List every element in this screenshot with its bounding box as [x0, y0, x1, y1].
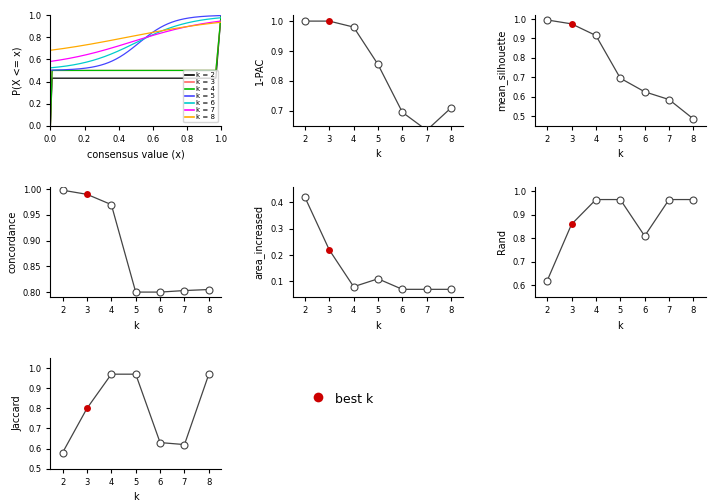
- k = 4: [182, 68, 191, 74]
- k = 2: [46, 123, 55, 129]
- Y-axis label: Rand: Rand: [497, 229, 507, 255]
- k = 6: [179, 21, 188, 27]
- X-axis label: k: k: [618, 149, 623, 159]
- k = 2: [115, 75, 124, 81]
- k = 6: [121, 45, 130, 51]
- k = 3: [46, 123, 55, 129]
- k = 5: [63, 67, 72, 73]
- k = 4: [121, 68, 130, 74]
- k = 3: [63, 68, 72, 74]
- k = 3: [115, 68, 124, 74]
- k = 4: [46, 123, 55, 129]
- k = 4: [217, 12, 225, 18]
- k = 2: [63, 75, 72, 81]
- Legend: k = 2, k = 3, k = 4, k = 5, k = 6, k = 7, k = 8: k = 2, k = 3, k = 4, k = 5, k = 6, k = 7…: [184, 70, 217, 122]
- k = 4: [115, 68, 124, 74]
- k = 5: [121, 50, 130, 56]
- Line: k = 6: k = 6: [50, 18, 221, 68]
- X-axis label: k: k: [133, 492, 138, 502]
- k = 8: [63, 45, 72, 51]
- k = 3: [182, 68, 191, 74]
- k = 7: [115, 43, 124, 49]
- Line: k = 8: k = 8: [50, 22, 221, 50]
- k = 6: [182, 20, 191, 26]
- k = 3: [217, 12, 225, 18]
- k = 8: [115, 36, 124, 42]
- X-axis label: k: k: [375, 149, 381, 159]
- k = 5: [163, 21, 172, 27]
- k = 6: [163, 26, 172, 32]
- X-axis label: k: k: [375, 321, 381, 331]
- X-axis label: consensus value (x): consensus value (x): [87, 149, 184, 159]
- k = 8: [163, 27, 172, 33]
- Y-axis label: Jaccard: Jaccard: [12, 396, 22, 431]
- k = 7: [46, 58, 55, 65]
- k = 3: [163, 68, 172, 74]
- Y-axis label: concordance: concordance: [7, 211, 17, 273]
- Y-axis label: P(X <= x): P(X <= x): [12, 46, 22, 95]
- k = 8: [217, 19, 225, 25]
- k = 3: [179, 68, 188, 74]
- Y-axis label: 1-PAC: 1-PAC: [255, 56, 265, 85]
- Line: k = 3: k = 3: [50, 15, 221, 126]
- k = 4: [163, 68, 172, 74]
- k = 2: [182, 75, 191, 81]
- k = 7: [217, 18, 225, 24]
- k = 5: [46, 67, 55, 73]
- k = 7: [121, 41, 130, 47]
- k = 5: [179, 16, 188, 22]
- k = 2: [121, 75, 130, 81]
- k = 5: [217, 13, 225, 19]
- k = 5: [115, 54, 124, 60]
- k = 5: [182, 15, 191, 21]
- X-axis label: k: k: [133, 321, 138, 331]
- X-axis label: k: k: [618, 321, 623, 331]
- k = 6: [115, 47, 124, 53]
- Y-axis label: area_increased: area_increased: [254, 205, 265, 279]
- Line: k = 2: k = 2: [50, 15, 221, 126]
- k = 8: [182, 24, 191, 30]
- k = 2: [163, 75, 172, 81]
- k = 6: [217, 15, 225, 21]
- k = 6: [46, 65, 55, 71]
- Y-axis label: mean_silhouette: mean_silhouette: [496, 30, 507, 111]
- k = 8: [179, 24, 188, 30]
- k = 3: [121, 68, 130, 74]
- k = 7: [182, 24, 191, 30]
- Line: k = 7: k = 7: [50, 21, 221, 61]
- k = 8: [121, 35, 130, 41]
- k = 2: [217, 12, 225, 18]
- k = 4: [179, 68, 188, 74]
- k = 4: [63, 68, 72, 74]
- Line: k = 4: k = 4: [50, 15, 221, 126]
- k = 2: [179, 75, 188, 81]
- k = 7: [63, 55, 72, 61]
- k = 6: [63, 63, 72, 69]
- k = 7: [179, 24, 188, 30]
- k = 7: [163, 28, 172, 34]
- Text: best k: best k: [336, 393, 374, 406]
- Line: k = 5: k = 5: [50, 16, 221, 70]
- k = 8: [46, 47, 55, 53]
